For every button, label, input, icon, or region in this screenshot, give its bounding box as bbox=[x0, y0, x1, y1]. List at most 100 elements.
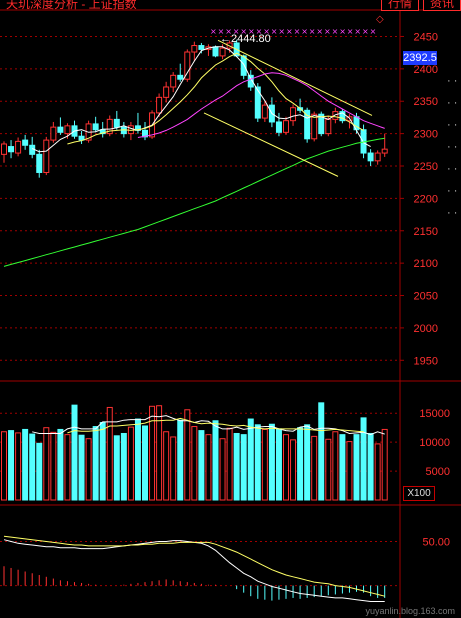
volume-bar bbox=[8, 430, 15, 501]
price-tick-label: 2400 bbox=[414, 64, 438, 76]
volume-bar bbox=[325, 438, 332, 501]
volume-bar bbox=[177, 419, 184, 501]
signal-marker: × bbox=[324, 27, 331, 36]
macd-axis: 50.00 bbox=[422, 537, 450, 549]
signal-marker: × bbox=[354, 27, 361, 36]
candle-body bbox=[184, 51, 191, 80]
candle-body bbox=[36, 153, 43, 173]
volume-bar bbox=[226, 427, 233, 501]
volume-bar bbox=[127, 426, 134, 501]
tab-news[interactable]: 资讯 bbox=[422, 0, 461, 11]
ma-line-ma60 bbox=[3, 137, 385, 267]
candle-body bbox=[177, 74, 184, 80]
volume-bar bbox=[57, 428, 64, 501]
volume-bar bbox=[374, 443, 381, 501]
volume-bar bbox=[339, 434, 346, 501]
candle-body bbox=[290, 107, 297, 122]
candle-body bbox=[22, 139, 29, 146]
peak-price-label: ←2444.80 bbox=[220, 33, 271, 45]
candle-body bbox=[283, 120, 289, 133]
volume-bar bbox=[381, 428, 388, 501]
candle-body bbox=[191, 45, 198, 53]
volume-bar bbox=[29, 433, 36, 501]
volume-bar bbox=[283, 434, 289, 501]
volume-bar bbox=[36, 442, 43, 501]
volume-ma-line-vma5 bbox=[32, 415, 385, 436]
view-tabs: 行情 资讯 bbox=[377, 0, 461, 11]
candle-body bbox=[374, 152, 381, 162]
macd-histogram bbox=[3, 566, 386, 601]
volume-bar bbox=[99, 421, 106, 501]
signal-marker: × bbox=[332, 27, 339, 36]
upper-trend-line bbox=[217, 39, 373, 116]
candle-body bbox=[50, 126, 57, 141]
volume-bar bbox=[149, 405, 156, 501]
macd-line-dea bbox=[3, 535, 385, 597]
candle-body bbox=[8, 146, 15, 153]
volume-bar bbox=[318, 402, 325, 501]
lower-trend-line bbox=[203, 112, 339, 177]
candle-body bbox=[304, 109, 311, 140]
volume-bar bbox=[332, 431, 339, 501]
volume-bar bbox=[1, 431, 7, 501]
current-price-badge: 2392.5 bbox=[403, 51, 437, 65]
candle-body bbox=[212, 46, 219, 57]
candle-body bbox=[1, 143, 7, 155]
volume-bar bbox=[71, 404, 78, 501]
volume-bar bbox=[290, 439, 297, 501]
volume-bars bbox=[1, 402, 388, 501]
side-panel-strip: · · · · · · · · · · · · · · bbox=[447, 75, 458, 219]
signal-marker: × bbox=[309, 27, 316, 36]
volume-bar bbox=[367, 432, 374, 501]
volume-bar bbox=[85, 438, 92, 501]
volume-bar bbox=[64, 434, 71, 501]
signal-marker: × bbox=[218, 27, 225, 36]
volume-unit-badge: X100 bbox=[403, 486, 435, 501]
candle-body bbox=[332, 111, 339, 120]
volume-bar bbox=[120, 432, 127, 501]
volume-bar bbox=[353, 434, 360, 501]
candle-body bbox=[156, 96, 163, 114]
candle-body bbox=[318, 113, 325, 135]
volume-bar bbox=[311, 435, 318, 501]
signal-marker: × bbox=[210, 27, 217, 36]
candle-body bbox=[381, 148, 388, 154]
volume-bar bbox=[297, 427, 304, 501]
volume-axis: 15000 10000 5000 bbox=[419, 408, 450, 478]
volume-bar bbox=[142, 425, 148, 501]
volume-bar bbox=[219, 438, 226, 501]
trend-lines: × × × × × × × × × × × × × × × × × × × × × ×◇ bbox=[203, 14, 384, 177]
candle-body bbox=[261, 104, 268, 119]
signal-marker: × bbox=[263, 27, 270, 36]
candle-body bbox=[367, 152, 374, 162]
volume-tick-label: 10000 bbox=[419, 437, 450, 449]
tab-quotes[interactable]: 行情 bbox=[380, 0, 419, 11]
signal-marker: × bbox=[233, 27, 240, 36]
volume-average-lines bbox=[32, 415, 385, 436]
candle-body bbox=[113, 118, 120, 128]
volume-bar bbox=[205, 434, 212, 501]
volume-bar bbox=[268, 423, 275, 501]
volume-bar bbox=[247, 418, 254, 501]
price-tick-label: 2450 bbox=[414, 31, 438, 43]
candle-body bbox=[247, 74, 254, 88]
watermark: yuyanlin.blog.163.com bbox=[365, 606, 455, 616]
chart-title: 天玑深度分析 - 上证指数 bbox=[6, 0, 137, 11]
volume-bar bbox=[240, 434, 247, 501]
signal-marker: × bbox=[362, 27, 369, 36]
price-tick-label: 2200 bbox=[414, 193, 438, 205]
volume-bar bbox=[22, 428, 29, 501]
candle-body bbox=[339, 111, 346, 122]
candle-body bbox=[120, 126, 127, 135]
candle-body bbox=[64, 125, 71, 135]
candle-body bbox=[57, 126, 64, 133]
signal-marker: × bbox=[278, 27, 285, 36]
signal-marker: × bbox=[240, 27, 247, 36]
candle-body bbox=[325, 118, 332, 135]
volume-bar bbox=[50, 431, 57, 501]
volume-bar bbox=[163, 431, 170, 501]
volume-bar bbox=[254, 424, 261, 501]
ma-line-ma5 bbox=[31, 46, 371, 153]
candle-body bbox=[254, 86, 261, 119]
